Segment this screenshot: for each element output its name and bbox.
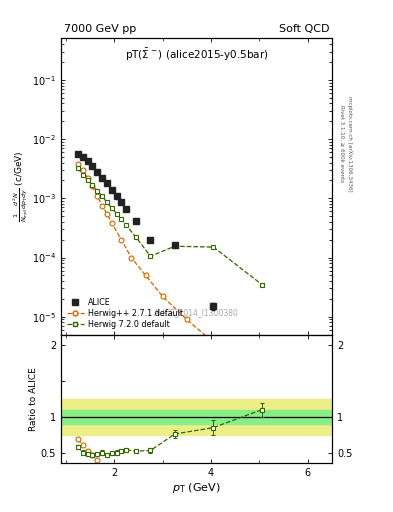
Bar	[61, 410, 332, 424]
Text: pT($\bar{\Sigma}^-$) (alice2015-y0.5bar): pT($\bar{\Sigma}^-$) (alice2015-y0.5bar)	[125, 47, 268, 63]
Text: 7000 GeV pp: 7000 GeV pp	[64, 24, 136, 34]
Y-axis label: $\frac{1}{N_{\rm inel}}\frac{d^2N}{dp_{\rm T}dy}$ (c/GeV): $\frac{1}{N_{\rm inel}}\frac{d^2N}{dp_{\…	[12, 151, 31, 222]
Text: Soft QCD: Soft QCD	[279, 24, 329, 34]
Text: mcplots.cern.ch [arXiv:1306.3436]: mcplots.cern.ch [arXiv:1306.3436]	[347, 96, 352, 191]
Text: ALICE_2014_I1300380: ALICE_2014_I1300380	[154, 308, 239, 317]
X-axis label: $p_{\rm T}$ (GeV): $p_{\rm T}$ (GeV)	[172, 481, 221, 495]
Y-axis label: Ratio to ALICE: Ratio to ALICE	[29, 367, 38, 431]
Bar	[61, 399, 332, 435]
Text: Rivet 3.1.10, ≥ 600k events: Rivet 3.1.10, ≥ 600k events	[339, 105, 344, 182]
Legend: ALICE, Herwig++ 2.7.1 default, Herwig 7.2.0 default: ALICE, Herwig++ 2.7.1 default, Herwig 7.…	[65, 296, 185, 331]
